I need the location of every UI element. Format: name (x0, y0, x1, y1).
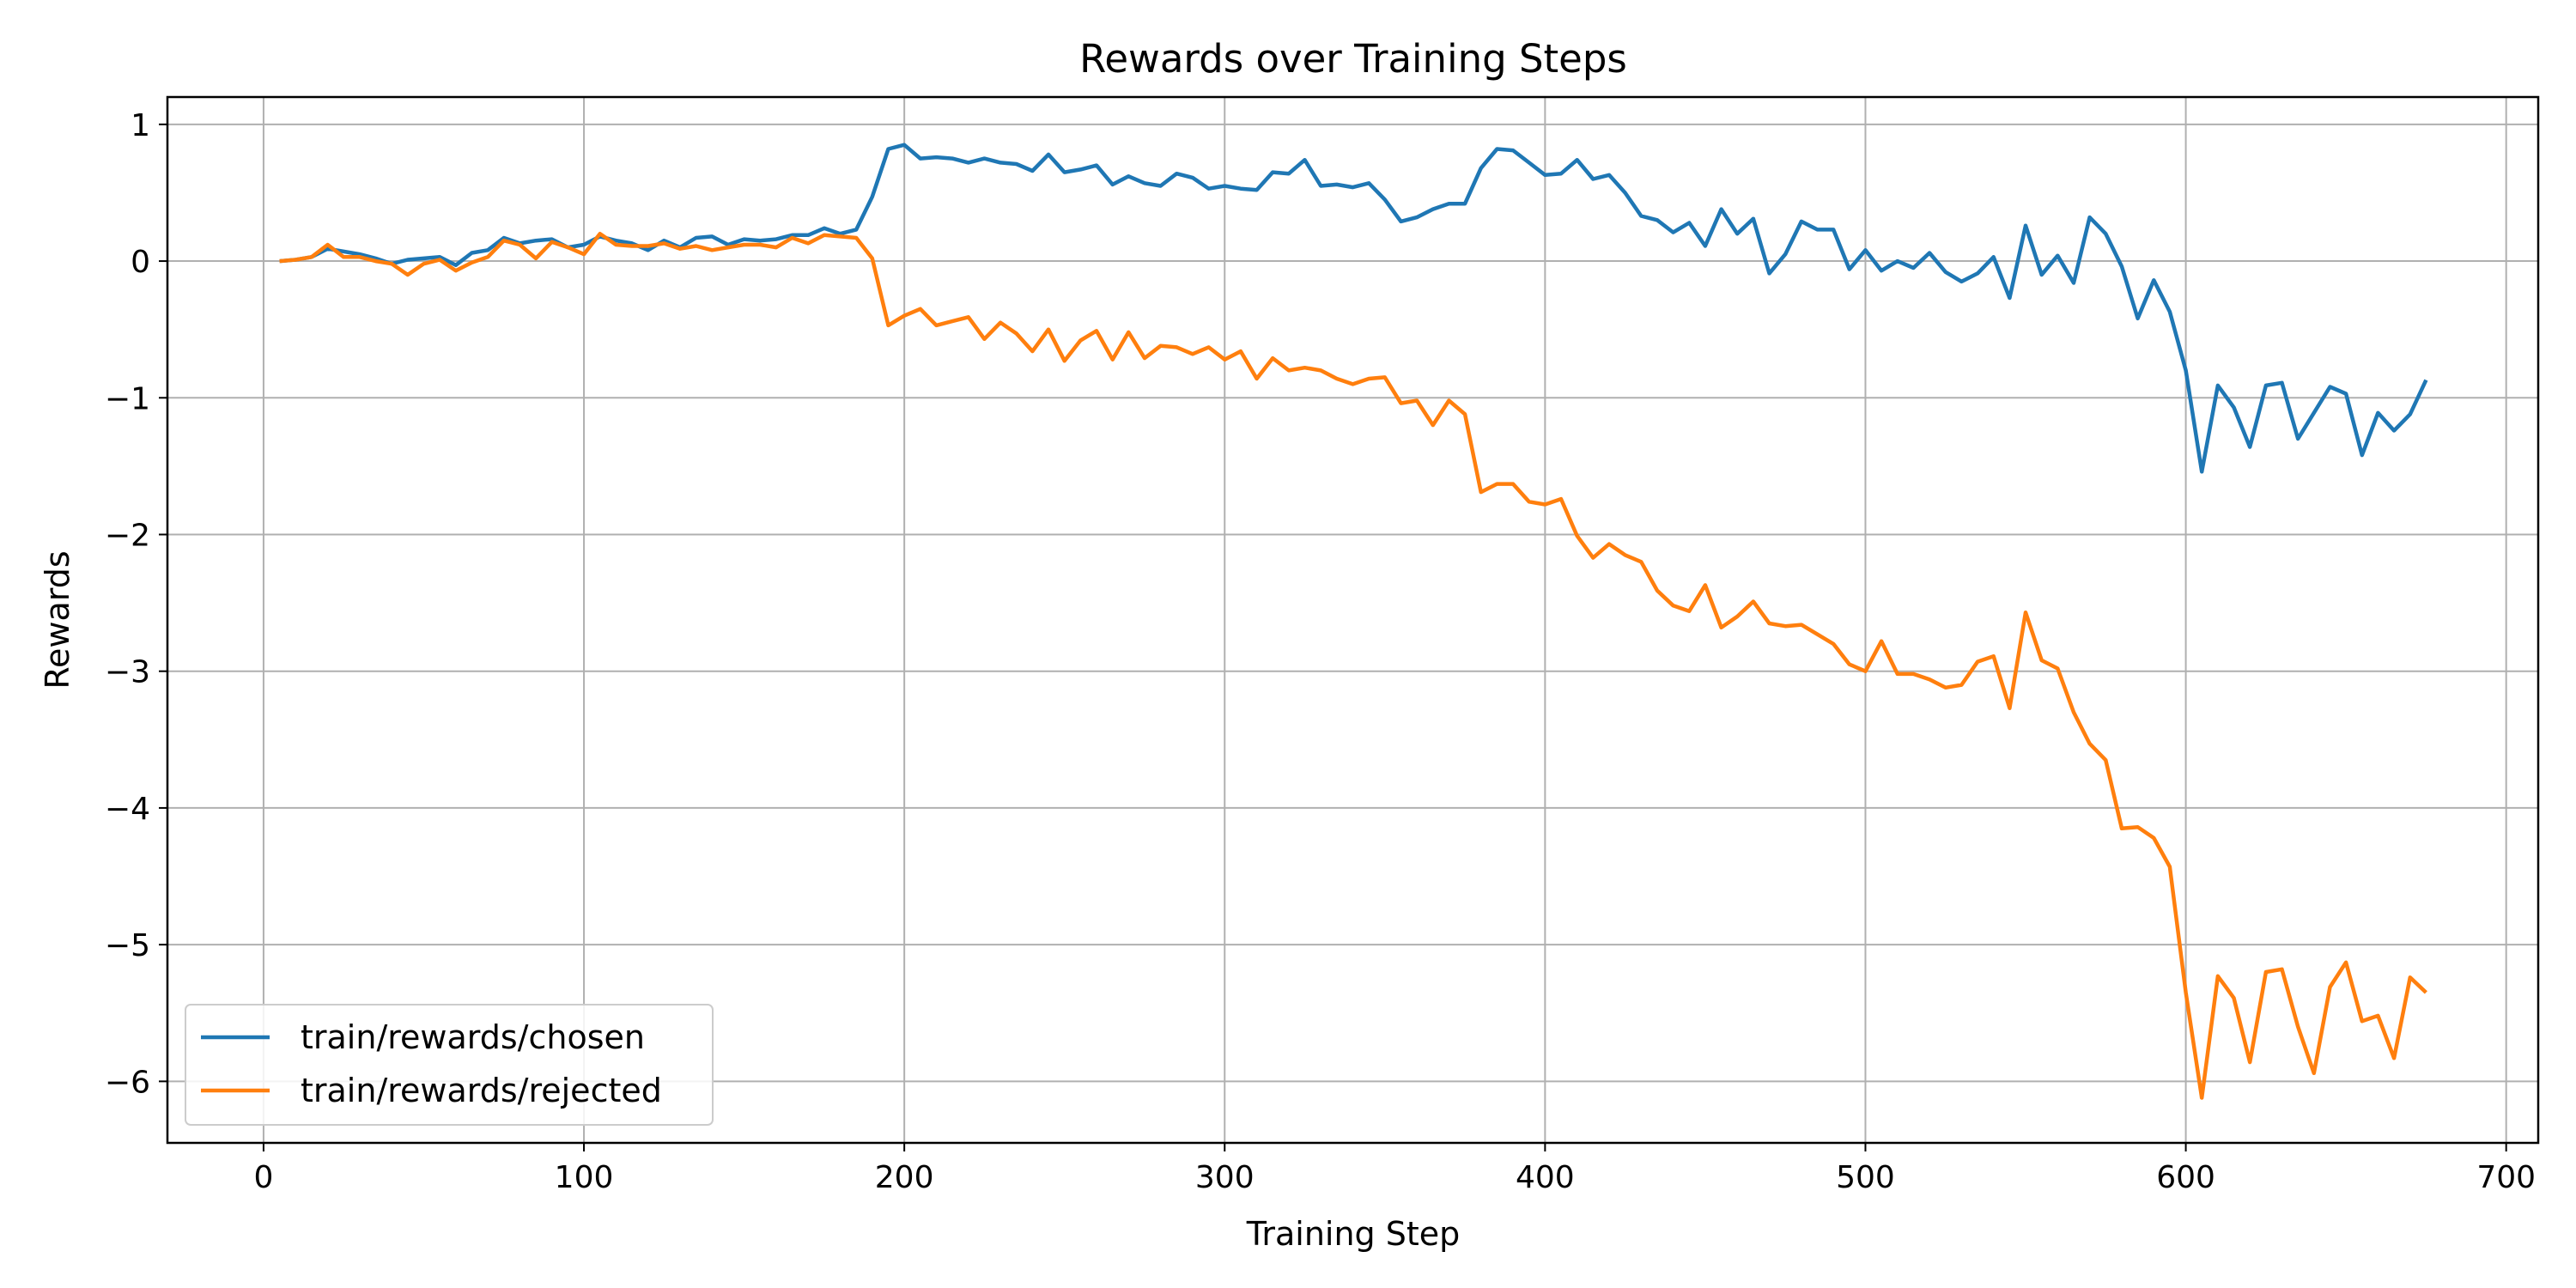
legend-box (185, 1004, 714, 1126)
series-line-1 (279, 231, 2427, 1100)
y-tick-label: 0 (131, 245, 150, 280)
x-tick-label: 200 (875, 1160, 934, 1195)
y-tick-label: −1 (105, 381, 150, 416)
x-tick-label: 300 (1195, 1160, 1255, 1195)
legend-entry-label: train/rewards/rejected (301, 1072, 662, 1109)
y-tick-label: −3 (105, 655, 150, 690)
chart-title: Rewards over Training Steps (1079, 36, 1627, 82)
x-tick-label: 600 (2156, 1160, 2215, 1195)
x-tick-label: 700 (2476, 1160, 2536, 1195)
y-tick-label: −4 (105, 792, 150, 827)
y-tick-label: −2 (105, 518, 150, 553)
y-tick-label: −5 (105, 928, 150, 963)
legend: train/rewards/chosen train/rewards/reject… (185, 1004, 714, 1126)
plot-frame (166, 95, 2540, 1145)
x-tick-label: 500 (1836, 1160, 1895, 1195)
x-tick-label: 100 (555, 1160, 614, 1195)
y-tick-label: 1 (131, 108, 150, 143)
ticks: 0 100 200 300 400 500 600 700 1 0 −1 −2 −3 −4 −5 −6 (105, 108, 2536, 1195)
y-axis-label: Rewards (39, 550, 76, 689)
grid (167, 97, 2538, 1143)
x-tick-label: 0 (253, 1160, 273, 1195)
y-tick-label: −6 (105, 1065, 150, 1100)
legend-entry-label: train/rewards/chosen (301, 1018, 645, 1056)
series-lines (279, 143, 2428, 1100)
x-tick-label: 400 (1516, 1160, 1575, 1195)
x-axis-label: Training Step (1246, 1215, 1461, 1253)
